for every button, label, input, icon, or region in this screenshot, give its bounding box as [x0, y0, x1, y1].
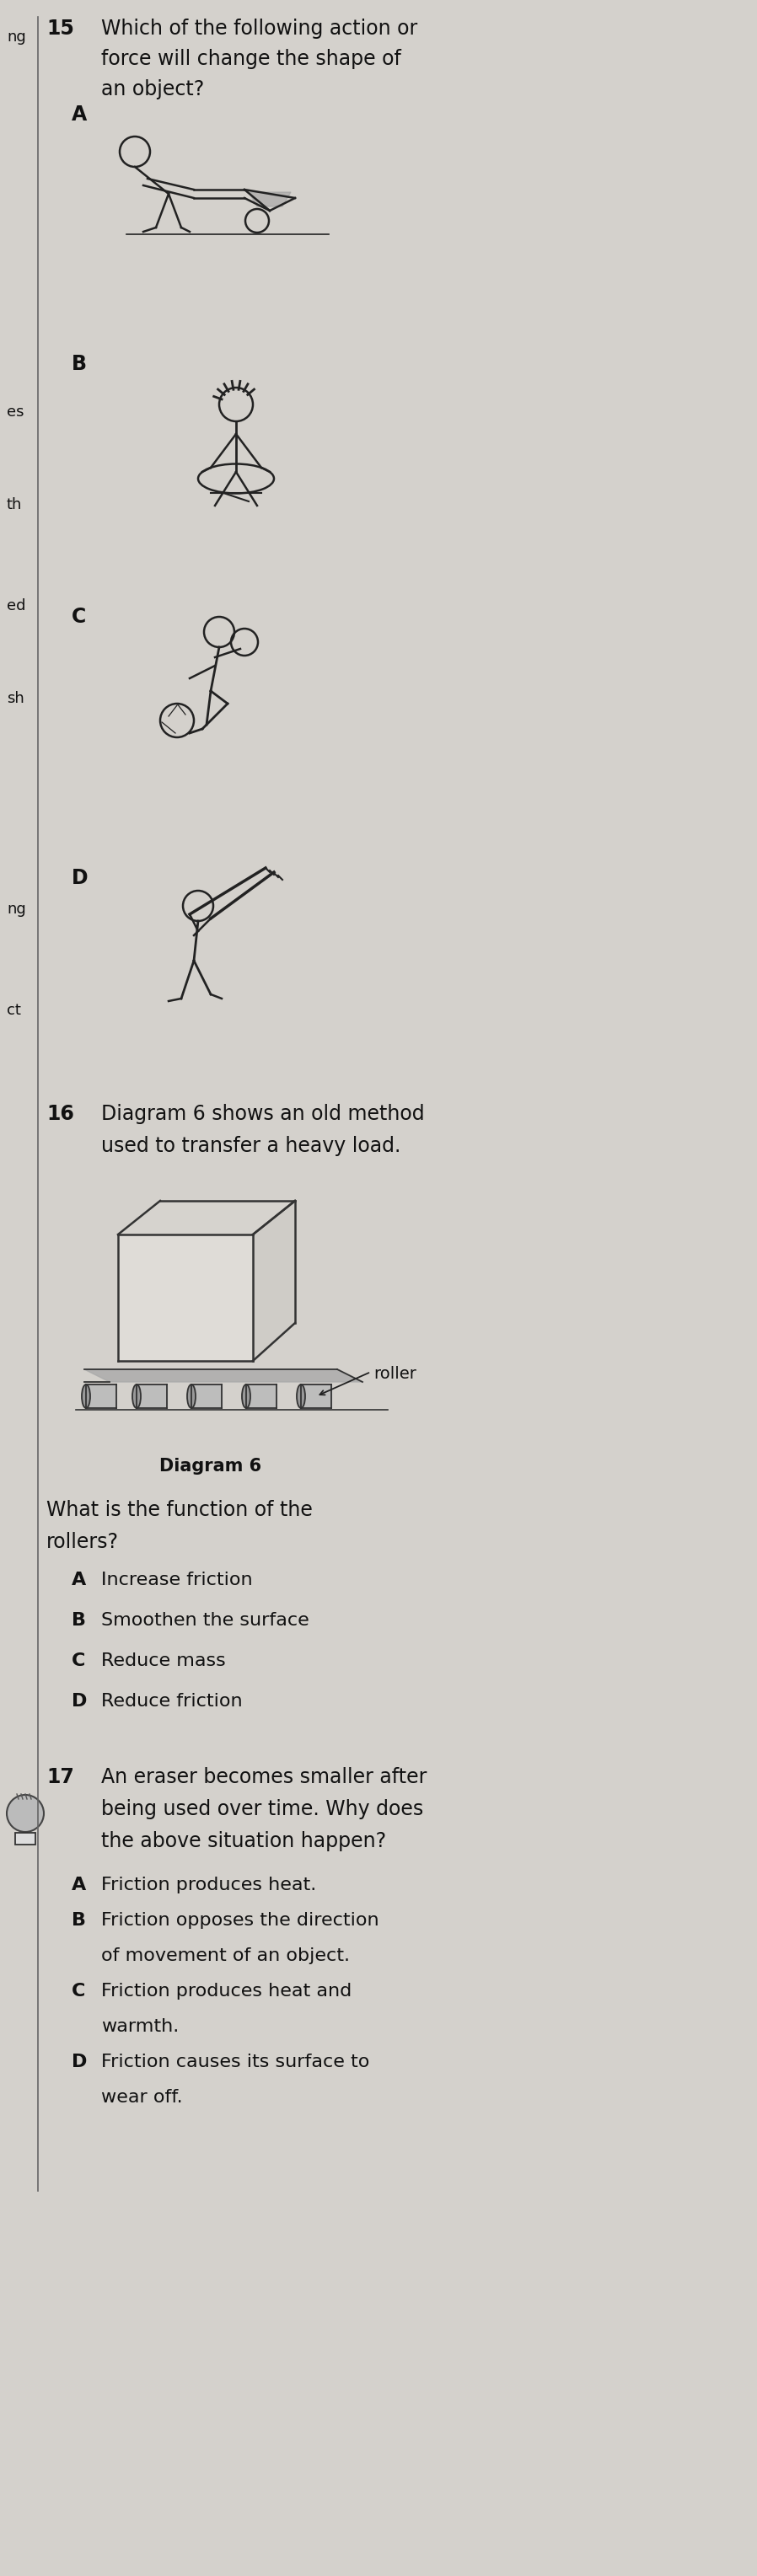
Text: 16: 16 — [46, 1105, 74, 1123]
Text: ng: ng — [7, 902, 26, 917]
Text: Diagram 6 shows an old method: Diagram 6 shows an old method — [101, 1105, 425, 1123]
Text: Friction produces heat and: Friction produces heat and — [101, 1984, 352, 1999]
Text: D: D — [72, 868, 89, 889]
Text: B: B — [72, 353, 87, 374]
Text: B: B — [72, 1613, 86, 1628]
Text: Diagram 6: Diagram 6 — [160, 1458, 262, 1473]
Text: es: es — [7, 404, 24, 420]
Text: Increase friction: Increase friction — [101, 1571, 253, 1589]
Ellipse shape — [297, 1383, 305, 1409]
Text: ct: ct — [7, 1002, 21, 1018]
Text: 17: 17 — [46, 1767, 74, 1788]
Polygon shape — [246, 1383, 276, 1409]
Text: C: C — [72, 1651, 86, 1669]
Text: Reduce friction: Reduce friction — [101, 1692, 242, 1710]
Text: Which of the following action or: Which of the following action or — [101, 18, 418, 39]
Text: C: C — [72, 608, 86, 626]
Text: An eraser becomes smaller after: An eraser becomes smaller after — [101, 1767, 427, 1788]
Text: 15: 15 — [46, 18, 74, 39]
Text: sh: sh — [7, 690, 24, 706]
Circle shape — [7, 1795, 44, 1832]
Text: of movement of an object.: of movement of an object. — [101, 1947, 350, 1965]
Text: being used over time. Why does: being used over time. Why does — [101, 1798, 423, 1819]
Text: D: D — [72, 2053, 87, 2071]
Polygon shape — [301, 1383, 332, 1409]
Text: What is the function of the: What is the function of the — [46, 1499, 313, 1520]
Text: A: A — [72, 106, 87, 124]
Polygon shape — [249, 193, 291, 206]
Text: ng: ng — [7, 28, 26, 44]
Polygon shape — [192, 1383, 222, 1409]
Polygon shape — [118, 1200, 295, 1234]
Text: Friction opposes the direction: Friction opposes the direction — [101, 1911, 379, 1929]
Text: force will change the shape of: force will change the shape of — [101, 49, 401, 70]
FancyBboxPatch shape — [15, 1832, 36, 1844]
Ellipse shape — [187, 1383, 195, 1409]
Text: Reduce mass: Reduce mass — [101, 1651, 226, 1669]
Text: D: D — [72, 1692, 87, 1710]
Polygon shape — [118, 1234, 253, 1360]
Text: ed: ed — [7, 598, 26, 613]
Text: warmth.: warmth. — [101, 2017, 179, 2035]
Text: A: A — [72, 1571, 86, 1589]
Text: roller: roller — [373, 1365, 416, 1381]
Text: rollers?: rollers? — [46, 1533, 119, 1553]
Ellipse shape — [242, 1383, 251, 1409]
Polygon shape — [253, 1200, 295, 1360]
Text: Friction produces heat.: Friction produces heat. — [101, 1875, 316, 1893]
Text: A: A — [72, 1875, 86, 1893]
Text: Smoothen the surface: Smoothen the surface — [101, 1613, 309, 1628]
Text: used to transfer a heavy load.: used to transfer a heavy load. — [101, 1136, 400, 1157]
Polygon shape — [136, 1383, 167, 1409]
Ellipse shape — [82, 1383, 90, 1409]
Text: C: C — [72, 1984, 86, 1999]
Polygon shape — [86, 1383, 117, 1409]
Ellipse shape — [132, 1383, 141, 1409]
Text: B: B — [72, 1911, 86, 1929]
Text: th: th — [7, 497, 22, 513]
Text: the above situation happen?: the above situation happen? — [101, 1832, 386, 1852]
Text: Friction causes its surface to: Friction causes its surface to — [101, 2053, 369, 2071]
Text: an object?: an object? — [101, 80, 204, 100]
Polygon shape — [84, 1370, 363, 1381]
Text: wear off.: wear off. — [101, 2089, 182, 2105]
